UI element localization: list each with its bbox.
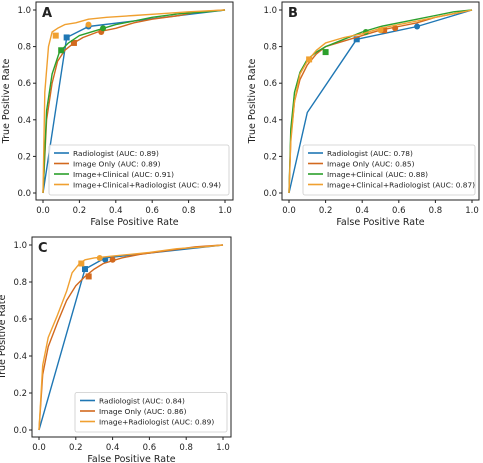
y-tick-label: 0.0 <box>17 189 31 199</box>
x-tick-label: 0.0 <box>282 206 296 216</box>
x-tick-label: 0.6 <box>392 206 406 216</box>
operating-point-square <box>70 39 77 46</box>
y-tick-label: 1.0 <box>17 6 31 16</box>
operating-point-circle <box>377 27 384 34</box>
legend-entry: Image+Clinical+Radiologist (AUC: 0.87) <box>327 180 475 189</box>
y-tick-label: 0.0 <box>13 426 27 436</box>
legend-entry: Image+Clinical (AUC: 0.91) <box>73 170 174 179</box>
y-tick-label: 0.2 <box>263 152 277 162</box>
roc-curve-2 <box>288 9 473 194</box>
y-tick-label: 0.8 <box>17 43 31 53</box>
roc-panel-a: 0.0 0.2 0.4 0.6 0.8 1.0 0.0 0.2 0.4 0.6 0.8 1.0 Fals… <box>1 1 234 228</box>
y-axis-label: True Positive Rate <box>247 59 258 145</box>
y-tick-label: 0.2 <box>13 389 27 399</box>
x-tick-label: 0.2 <box>69 443 83 453</box>
legend-entry: Radiologist (AUC: 0.84) <box>99 396 185 405</box>
operating-point-circle <box>414 23 421 30</box>
x-tick-label: 0.0 <box>32 443 46 453</box>
y-tick-label: 0.4 <box>17 116 31 126</box>
x-tick-label: 0.4 <box>109 206 123 216</box>
y-tick-label: 0.6 <box>13 315 27 325</box>
operating-point-circle <box>96 254 103 261</box>
legend-entry: Image Only (AUC: 0.86) <box>99 407 187 416</box>
operating-point-square <box>52 32 59 39</box>
roc-curve-2 <box>42 9 226 194</box>
operating-point-square <box>322 49 329 56</box>
x-tick-label: 1.0 <box>216 443 230 453</box>
y-tick-label: 0.2 <box>17 152 31 162</box>
x-tick-label: 0.6 <box>143 443 157 453</box>
x-tick-label: 0.4 <box>355 206 369 216</box>
y-axis-label: True Positive Rate <box>1 59 12 145</box>
operating-point-circle <box>100 25 107 32</box>
y-tick-label: 0.0 <box>263 189 277 199</box>
x-tick-label: 1.0 <box>218 206 232 216</box>
x-tick-label: 0.2 <box>73 206 87 216</box>
x-tick-label: 0.6 <box>145 206 159 216</box>
axes-frame <box>31 236 232 438</box>
operating-point-square <box>353 36 360 43</box>
panel-label: B <box>288 6 298 21</box>
y-tick-label: 0.4 <box>263 116 277 126</box>
operating-point-square <box>82 266 88 273</box>
x-tick-label: 0.8 <box>182 206 196 216</box>
roc-curve-1 <box>42 9 226 194</box>
panel-label: C <box>38 241 48 256</box>
y-tick-label: 0.8 <box>263 43 277 53</box>
operating-point-square <box>63 34 70 41</box>
x-tick-label: 0.4 <box>106 443 120 453</box>
legend-entry: Image+Radiologist (AUC: 0.89) <box>99 417 214 426</box>
operating-point-circle <box>109 256 116 263</box>
y-tick-label: 0.4 <box>13 352 27 362</box>
legend-entry: Radiologist (AUC: 0.89) <box>73 149 159 158</box>
y-tick-label: 1.0 <box>263 6 277 16</box>
legend-entry: Image+Clinical+Radiologist (AUC: 0.94) <box>73 180 221 189</box>
x-tick-label: 0.8 <box>179 443 193 453</box>
operating-point-square <box>381 27 388 34</box>
x-tick-label: 1.0 <box>465 206 479 216</box>
operating-point-circle <box>392 25 399 32</box>
x-axis-label: False Positive Rate <box>90 217 178 228</box>
operating-point-square <box>306 56 313 63</box>
legend-entry: Image Only (AUC: 0.89) <box>73 159 161 168</box>
y-tick-label: 1.0 <box>13 241 27 251</box>
y-tick-label: 0.6 <box>17 79 31 89</box>
roc-curve-3 <box>42 9 226 194</box>
panel-label: A <box>42 6 52 21</box>
operating-point-square <box>58 47 65 54</box>
x-tick-label: 0.8 <box>429 206 443 216</box>
roc-curve-2 <box>38 244 224 431</box>
legend-box <box>302 144 476 196</box>
axes-frame <box>281 1 480 201</box>
operating-point-circle <box>85 21 92 28</box>
x-tick-label: 0.0 <box>36 206 50 216</box>
x-axis-label: False Positive Rate <box>87 454 175 463</box>
x-tick-label: 0.2 <box>319 206 333 216</box>
y-axis-label: True Positive Rate <box>0 295 8 381</box>
legend-entry: Radiologist (AUC: 0.78) <box>327 149 413 158</box>
roc-curve-3 <box>288 9 473 194</box>
y-tick-label: 0.8 <box>13 278 27 288</box>
legend-box <box>48 144 230 196</box>
x-axis-label: False Positive Rate <box>336 217 424 228</box>
operating-point-circle <box>102 256 109 263</box>
operating-point-square <box>78 260 85 267</box>
axes-frame <box>35 1 234 201</box>
legend-box <box>74 392 228 433</box>
legend-entry: Image Only (AUC: 0.85) <box>327 159 415 168</box>
roc-panel-b: 0.0 0.2 0.4 0.6 0.8 1.0 0.0 0.2 0.4 0.6 0.8 1.0 Fals… <box>247 1 480 228</box>
y-tick-label: 0.6 <box>263 79 277 89</box>
roc-panel-c: 0.0 0.2 0.4 0.6 0.8 1.0 0.0 0.2 0.4 0.6 0.8 1.0 Fals… <box>0 236 232 463</box>
operating-point-square <box>85 273 92 280</box>
legend-entry: Image+Clinical (AUC: 0.88) <box>327 170 428 179</box>
